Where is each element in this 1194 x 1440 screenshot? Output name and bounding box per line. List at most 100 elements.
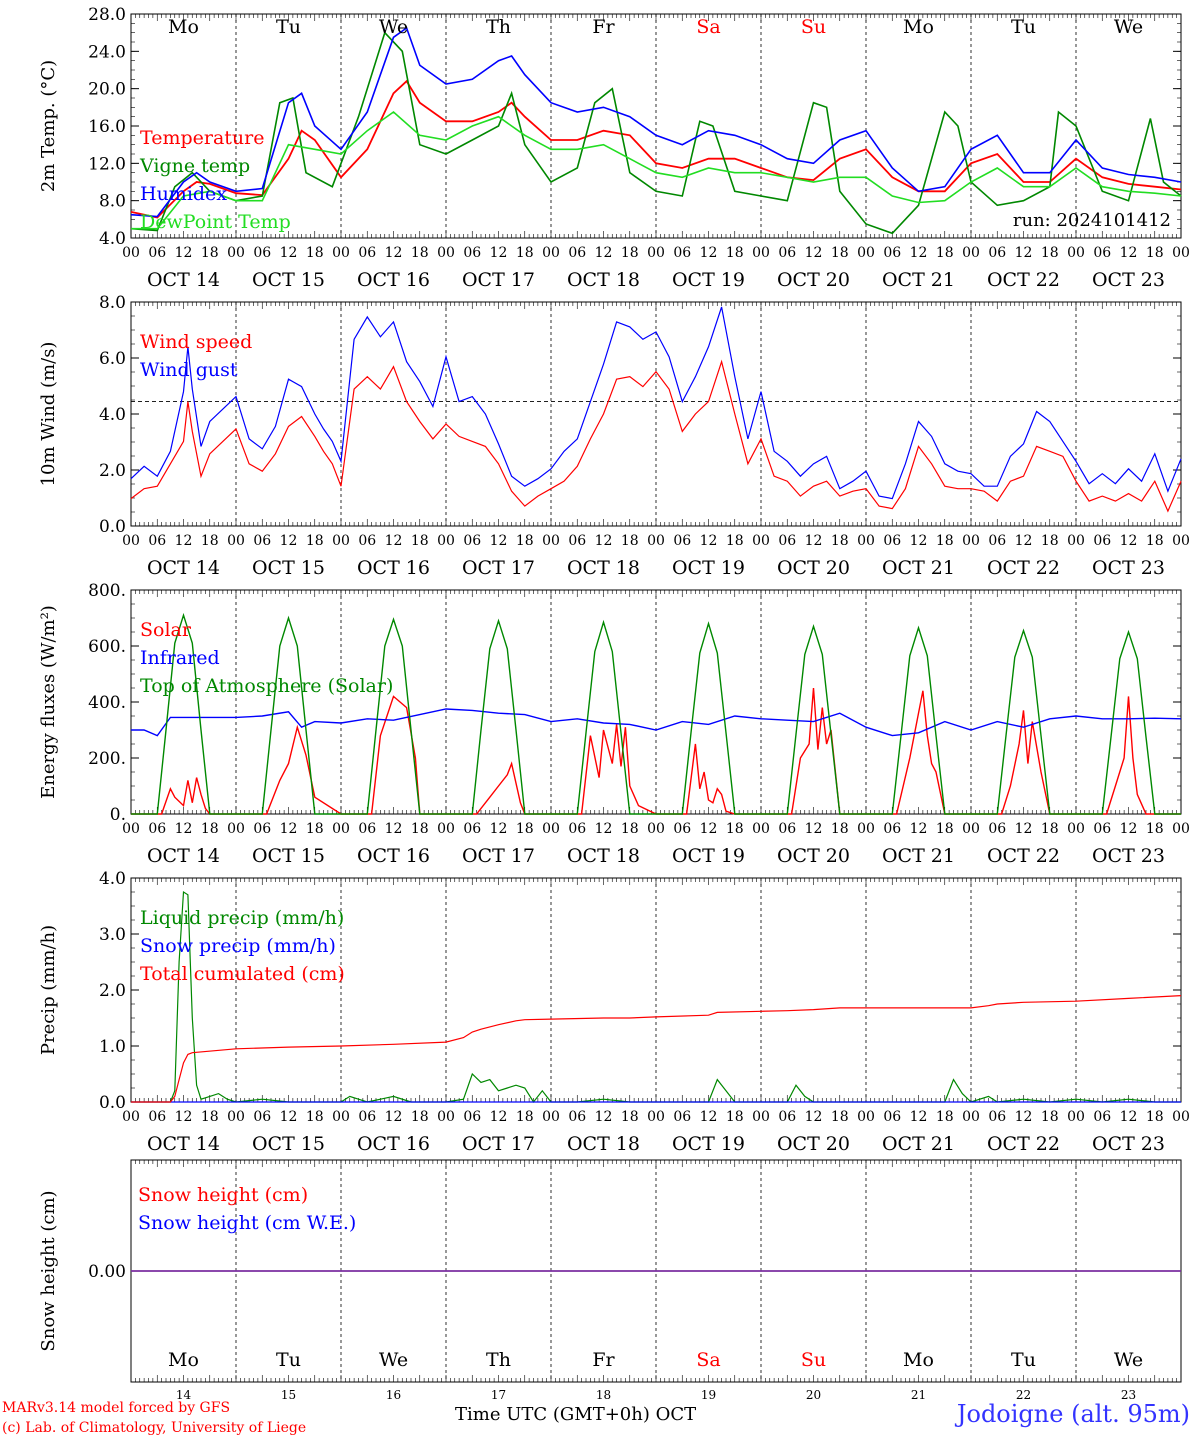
hour-label: 06 <box>1093 533 1111 549</box>
series-line-top-of-atmosphere-solar- <box>131 612 1181 815</box>
date-label: OCT 23 <box>1092 557 1165 579</box>
series-line-humidex <box>130 26 1182 218</box>
hour-label: 06 <box>148 245 166 261</box>
date-label: OCT 23 <box>1092 269 1165 291</box>
hour-label: 06 <box>358 821 376 837</box>
run-label: run: 2024101412 <box>1013 210 1171 231</box>
hour-label: 00 <box>962 821 980 837</box>
hour-label: 06 <box>358 1109 376 1125</box>
y-tick-label: 28.0 <box>88 5 126 25</box>
y-tick-label: 4.0 <box>99 869 126 889</box>
hour-label: 00 <box>542 821 560 837</box>
hour-label: 12 <box>1120 1109 1138 1125</box>
date-label: OCT 23 <box>1092 845 1165 867</box>
hour-label: 00 <box>542 245 560 261</box>
date-label: OCT 22 <box>987 269 1060 291</box>
hour-label: 00 <box>962 1109 980 1125</box>
hour-label: 06 <box>883 821 901 837</box>
hour-label: 06 <box>1093 821 1111 837</box>
hour-label: 00 <box>437 533 455 549</box>
weekday-label-bottom: Mo <box>903 1349 934 1371</box>
y-tick-label: 16.0 <box>88 117 126 137</box>
series-line-temperature <box>130 79 1182 219</box>
hour-label: 18 <box>831 533 849 549</box>
hour-label: 18 <box>1041 821 1059 837</box>
legend-wind-gust: Wind gust <box>140 359 238 381</box>
hour-label: 00 <box>752 1109 770 1125</box>
hour-label: 06 <box>988 821 1006 837</box>
hour-label: 12 <box>595 245 613 261</box>
hour-label: 00 <box>647 533 665 549</box>
hour-label: 06 <box>463 533 481 549</box>
hour-label: 00 <box>1067 533 1085 549</box>
legend-vigne-temp: Vigne temp <box>139 155 250 177</box>
date-label: OCT 16 <box>357 1133 430 1155</box>
series-line-dewpoint-temp <box>131 110 1182 230</box>
hour-label: 18 <box>936 533 954 549</box>
series-line-total-cumulated-cm- <box>131 995 1182 1103</box>
hour-label: 06 <box>568 245 586 261</box>
hour-label: 00 <box>857 821 875 837</box>
hour-label: 00 <box>122 821 140 837</box>
date-label: OCT 19 <box>672 1133 745 1155</box>
model-credit: MARv3.14 model forced by GFS <box>2 1400 231 1416</box>
hour-label: 12 <box>280 245 298 261</box>
hour-label: 06 <box>778 1109 796 1125</box>
hour-label: 18 <box>1146 533 1164 549</box>
hour-label: 18 <box>936 245 954 261</box>
hour-label: 00 <box>332 1109 350 1125</box>
hour-label: 00 <box>857 1109 875 1125</box>
date-label: OCT 17 <box>462 1133 535 1155</box>
hour-label: 12 <box>910 821 928 837</box>
hour-label: 00 <box>437 245 455 261</box>
hour-label: 12 <box>280 821 298 837</box>
hour-label: 00 <box>332 245 350 261</box>
hour-label: 12 <box>1015 821 1033 837</box>
date-label: OCT 14 <box>147 845 220 867</box>
y-axis-label: Precip (mm/h) <box>38 925 59 1055</box>
hour-label: 18 <box>201 533 219 549</box>
hour-label: 12 <box>280 533 298 549</box>
y-tick-label: 600. <box>88 637 126 657</box>
hour-label: 06 <box>673 533 691 549</box>
date-label: OCT 20 <box>777 269 850 291</box>
legend-wind-speed: Wind speed <box>140 331 252 353</box>
legend-snow-height-cm-w-e-: Snow height (cm W.E.) <box>138 1212 356 1234</box>
hour-label: 06 <box>1093 1109 1111 1125</box>
date-label: OCT 18 <box>567 1133 640 1155</box>
hour-label: 18 <box>936 1109 954 1125</box>
lab-credit: (c) Lab. of Climatology, University of L… <box>2 1420 307 1436</box>
legend-infrared: Infrared <box>140 647 220 669</box>
hour-label: 00 <box>332 533 350 549</box>
y-tick-label: 2.0 <box>99 461 126 481</box>
series-line-wind-gust <box>130 306 1182 500</box>
panel-4: 0.0 1.0 2.0 3.0 4.0 Precip (mm/h) Liquid preci… <box>38 869 1190 1155</box>
hour-label: 18 <box>936 821 954 837</box>
date-label: OCT 14 <box>147 557 220 579</box>
y-tick-label: 4.0 <box>99 229 126 249</box>
series-line-wind-speed <box>130 359 1182 513</box>
legend-dewpoint-temp: DewPoint Temp <box>140 211 291 233</box>
hour-label: 06 <box>988 533 1006 549</box>
hour-label: 00 <box>647 821 665 837</box>
hour-label: 00 <box>437 821 455 837</box>
y-tick-label: 0.0 <box>99 517 126 537</box>
series-line-vigne-temp <box>130 31 1182 235</box>
hour-label: 06 <box>253 1109 271 1125</box>
hour-label: 12 <box>1015 1109 1033 1125</box>
hour-label-final: 00 <box>1172 533 1190 549</box>
date-label: OCT 17 <box>462 557 535 579</box>
weekday-label-bottom: Th <box>486 1349 511 1371</box>
hour-label: 18 <box>1146 1109 1164 1125</box>
hour-label: 06 <box>463 1109 481 1125</box>
hour-label: 18 <box>1041 245 1059 261</box>
hour-label: 18 <box>516 821 534 837</box>
series-line-solar <box>131 687 1181 815</box>
hour-label: 06 <box>778 245 796 261</box>
date-label: OCT 21 <box>882 269 955 291</box>
panel-5: 0.00 Snow height (cm) Snow height (cm) Snow… <box>38 1159 1182 1402</box>
hour-label: 12 <box>175 533 193 549</box>
weekday-label-bottom: Sa <box>696 1349 720 1371</box>
y-tick-label: 12.0 <box>88 154 126 174</box>
hour-label: 18 <box>306 1109 324 1125</box>
